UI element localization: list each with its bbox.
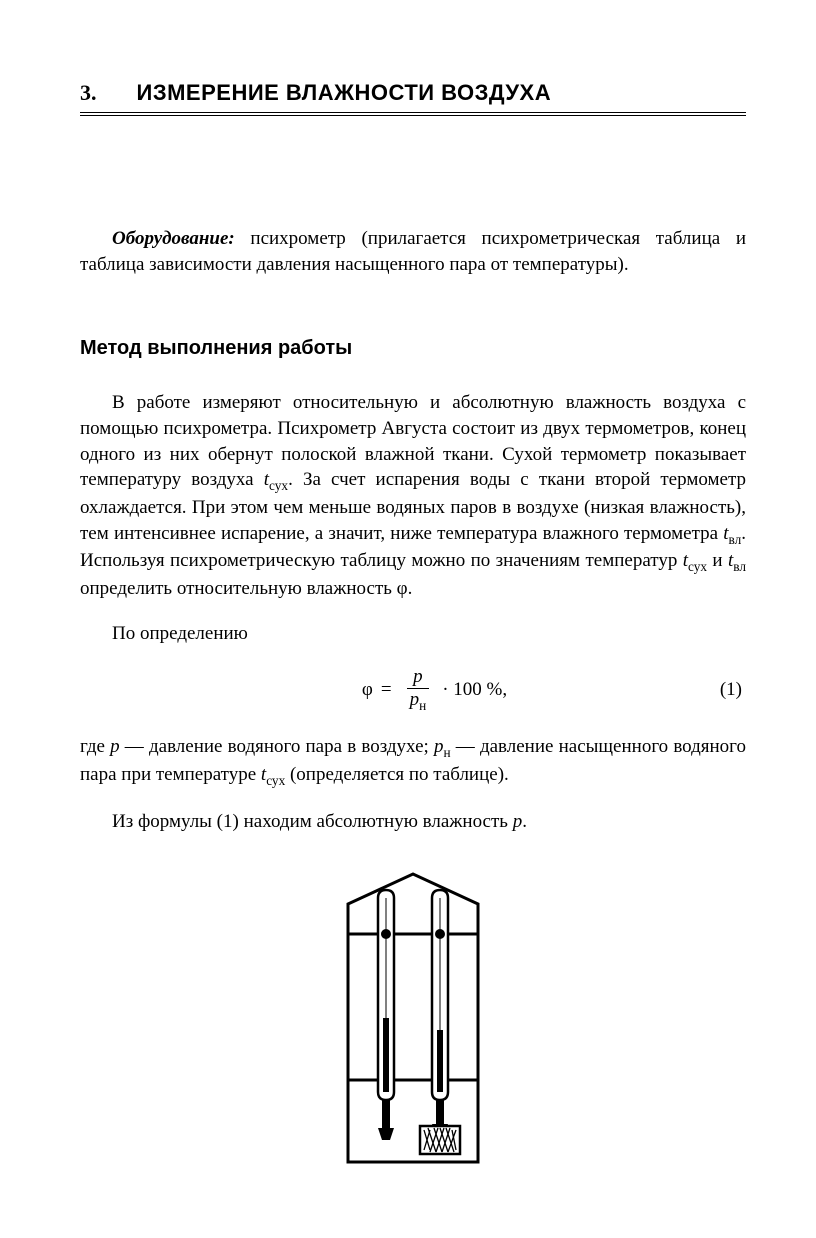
phi-symbol: φ bbox=[362, 679, 373, 701]
formula-tail: · 100 %, bbox=[442, 679, 507, 701]
fraction-numerator: p bbox=[407, 666, 429, 689]
psychrometer-svg bbox=[318, 868, 508, 1168]
paragraph-4: Из формулы (1) находим абсолютную влажно… bbox=[80, 809, 746, 835]
den-sym: p bbox=[410, 689, 420, 710]
equation-number: (1) bbox=[507, 679, 746, 701]
t-vl-sub-2: вл bbox=[733, 559, 746, 574]
equals-sign: = bbox=[381, 679, 392, 701]
p4-t1: Из формулы (1) находим абсолютную влажно… bbox=[112, 811, 513, 832]
p3-t1: где bbox=[80, 736, 110, 757]
t-suh-sub-3: сух bbox=[266, 773, 285, 788]
p1-t4: и bbox=[707, 550, 728, 571]
den-sub: н bbox=[419, 698, 426, 713]
p1-t5: определить относительную влажность φ. bbox=[80, 578, 412, 599]
p-symbol-2: p bbox=[513, 811, 523, 832]
p3-t2: — давление водяного пара в воздухе; bbox=[120, 736, 434, 757]
t-vl-sub: вл bbox=[729, 531, 742, 546]
formula-1: φ = p pн · 100 %, (1) bbox=[80, 666, 746, 714]
paragraph-1: В работе измеряют относительную и абсолю… bbox=[80, 390, 746, 601]
paragraph-2: По определению bbox=[80, 621, 746, 647]
pn-sub: н bbox=[443, 745, 450, 760]
chapter-title: ИЗМЕРЕНИЕ ВЛАЖНОСТИ ВОЗДУХА bbox=[137, 80, 552, 106]
paragraph-3: где p — давление водяного пара в воздухе… bbox=[80, 734, 746, 789]
method-heading: Метод выполнения работы bbox=[80, 337, 746, 360]
formula-content: φ = p pн · 100 %, bbox=[362, 666, 507, 714]
p4-t2: . bbox=[522, 811, 527, 832]
t-suh-sub-2: сух bbox=[688, 559, 707, 574]
chapter-number: 3. bbox=[80, 80, 97, 106]
fraction: p pн bbox=[404, 666, 433, 714]
equipment-label: Оборудование: bbox=[112, 228, 235, 249]
t-suh-sub: сух bbox=[269, 478, 288, 493]
fraction-denominator: pн bbox=[404, 689, 433, 714]
chapter-header: 3. ИЗМЕРЕНИЕ ВЛАЖНОСТИ ВОЗДУХА bbox=[80, 80, 746, 116]
p-symbol: p bbox=[110, 736, 120, 757]
psychrometer-figure bbox=[80, 868, 746, 1173]
equipment-paragraph: Оборудование: психрометр (прилагается пс… bbox=[80, 226, 746, 277]
p3-t4: (определяется по таблице). bbox=[285, 764, 509, 785]
